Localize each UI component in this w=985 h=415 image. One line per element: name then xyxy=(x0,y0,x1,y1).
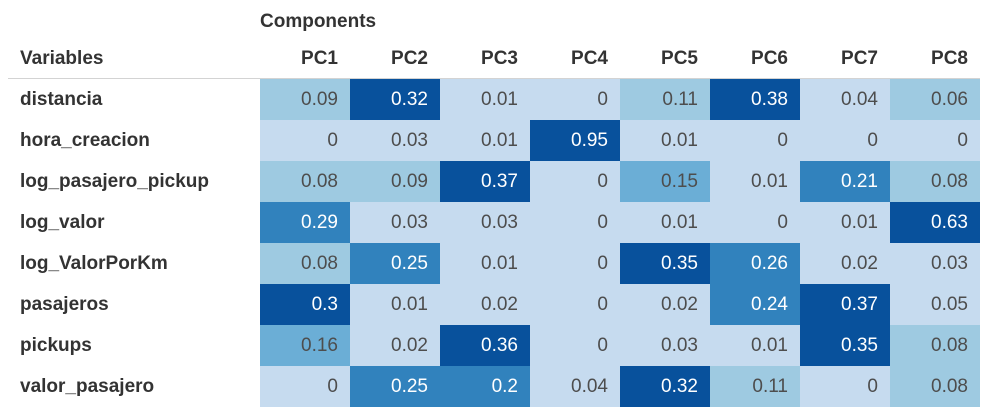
heatmap-cell: 0.08 xyxy=(260,243,350,284)
heatmap-cell: 0.04 xyxy=(800,78,890,120)
header-row: Variables PC1 PC2 PC3 PC4 PC5 PC6 PC7 PC8 xyxy=(8,40,980,79)
heatmap-cell: 0.01 xyxy=(440,243,530,284)
variable-label: log_ValorPorKm xyxy=(8,243,260,284)
row-header-label: Variables xyxy=(20,48,104,69)
heatmap-cell: 0.11 xyxy=(710,366,800,407)
heatmap-cell: 0 xyxy=(800,120,890,161)
heatmap-cell: 0 xyxy=(530,243,620,284)
heatmap-cell: 0.37 xyxy=(440,161,530,202)
table-row: log_valor 0.29 0.03 0.03 0 0.01 0 0.01 0.63 xyxy=(8,202,980,243)
table-body: distancia 0.09 0.32 0.01 0 0.11 0.38 0.04 0.06 ho… xyxy=(8,78,980,407)
column-header: PC2 xyxy=(391,48,428,69)
heatmap-cell: 0.3 xyxy=(260,284,350,325)
heatmap-cell: 0.01 xyxy=(440,78,530,120)
table-row: pasajeros 0.3 0.01 0.02 0 0.02 0.24 0.37 0.05 xyxy=(8,284,980,325)
heatmap-cell: 0.08 xyxy=(890,366,980,407)
heatmap-cell: 0.01 xyxy=(800,202,890,243)
heatmap-cell: 0.32 xyxy=(620,366,710,407)
heatmap-cell: 0.09 xyxy=(350,161,440,202)
table-row: distancia 0.09 0.32 0.01 0 0.11 0.38 0.04 0.06 xyxy=(8,78,980,120)
column-header: PC8 xyxy=(931,48,968,69)
heatmap-cell: 0.16 xyxy=(260,325,350,366)
heatmap-cell: 0.02 xyxy=(620,284,710,325)
heatmap-cell: 0 xyxy=(530,284,620,325)
heatmap-cell: 0.36 xyxy=(440,325,530,366)
heatmap-cell: 0.35 xyxy=(800,325,890,366)
variable-label: pickups xyxy=(8,325,260,366)
heatmap-cell: 0.05 xyxy=(890,284,980,325)
column-header: PC7 xyxy=(841,48,878,69)
heatmap-cell: 0.01 xyxy=(440,120,530,161)
heatmap-cell: 0.09 xyxy=(260,78,350,120)
heatmap-cell: 0.35 xyxy=(620,243,710,284)
heatmap-cell: 0 xyxy=(530,325,620,366)
heatmap-cell: 0.01 xyxy=(710,161,800,202)
heatmap-cell: 0.21 xyxy=(800,161,890,202)
column-header: PC5 xyxy=(661,48,698,69)
heatmap-cell: 0.03 xyxy=(350,202,440,243)
heatmap-cell: 0.01 xyxy=(350,284,440,325)
heatmap-cell: 0.03 xyxy=(890,243,980,284)
heatmap-cell: 0.15 xyxy=(620,161,710,202)
heatmap-cell: 0.08 xyxy=(260,161,350,202)
variable-label: hora_creacion xyxy=(8,120,260,161)
variable-label: log_pasajero_pickup xyxy=(8,161,260,202)
heatmap-table: Variables PC1 PC2 PC3 PC4 PC5 PC6 PC7 PC8 dista… xyxy=(8,40,980,407)
heatmap-cell: 0.11 xyxy=(620,78,710,120)
column-header: PC4 xyxy=(571,48,608,69)
variable-label: pasajeros xyxy=(8,284,260,325)
heatmap-cell: 0 xyxy=(800,366,890,407)
column-header: PC1 xyxy=(301,48,338,69)
heatmap-cell: 0.01 xyxy=(620,120,710,161)
heatmap-cell: 0.38 xyxy=(710,78,800,120)
heatmap-cell: 0.02 xyxy=(440,284,530,325)
heatmap-cell: 0 xyxy=(530,161,620,202)
variable-label: log_valor xyxy=(8,202,260,243)
column-header: PC3 xyxy=(481,48,518,69)
heatmap-cell: 0.25 xyxy=(350,366,440,407)
heatmap-cell: 0.63 xyxy=(890,202,980,243)
heatmap-cell: 0.03 xyxy=(620,325,710,366)
table-row: pickups 0.16 0.02 0.36 0 0.03 0.01 0.35 0.08 xyxy=(8,325,980,366)
heatmap-cell: 0.06 xyxy=(890,78,980,120)
heatmap-cell: 0 xyxy=(530,202,620,243)
column-spanner-label: Components xyxy=(260,11,377,32)
heatmap-cell: 0.95 xyxy=(530,120,620,161)
heatmap-cell: 0.37 xyxy=(800,284,890,325)
heatmap-cell: 0.25 xyxy=(350,243,440,284)
heatmap-cell: 0.01 xyxy=(710,325,800,366)
heatmap-cell: 0 xyxy=(890,120,980,161)
table-row: valor_pasajero 0 0.25 0.2 0.04 0.32 0.11 0 0.08 xyxy=(8,366,980,407)
variable-label: valor_pasajero xyxy=(8,366,260,407)
heatmap-cell: 0.32 xyxy=(350,78,440,120)
column-header: PC6 xyxy=(751,48,788,69)
heatmap-cell: 0.2 xyxy=(440,366,530,407)
heatmap-cell: 0.24 xyxy=(710,284,800,325)
heatmap-cell: 0 xyxy=(710,120,800,161)
variable-label: distancia xyxy=(8,78,260,120)
heatmap-cell: 0 xyxy=(530,78,620,120)
heatmap-cell: 0.26 xyxy=(710,243,800,284)
heatmap-cell: 0.04 xyxy=(530,366,620,407)
heatmap-cell: 0.02 xyxy=(800,243,890,284)
heatmap-cell: 0 xyxy=(260,120,350,161)
heatmap-cell: 0.03 xyxy=(350,120,440,161)
table-row: hora_creacion 0 0.03 0.01 0.95 0.01 0 0 0 xyxy=(8,120,980,161)
heatmap-cell: 0.29 xyxy=(260,202,350,243)
heatmap-cell: 0.08 xyxy=(890,161,980,202)
heatmap-cell: 0.02 xyxy=(350,325,440,366)
heatmap-cell: 0.01 xyxy=(620,202,710,243)
table-row: log_pasajero_pickup 0.08 0.09 0.37 0 0.15 0.01… xyxy=(8,161,980,202)
table-row: log_ValorPorKm 0.08 0.25 0.01 0 0.35 0.26 0.02 0… xyxy=(8,243,980,284)
heatmap-cell: 0 xyxy=(260,366,350,407)
heatmap-cell: 0.03 xyxy=(440,202,530,243)
heatmap-cell: 0.08 xyxy=(890,325,980,366)
heatmap-cell: 0 xyxy=(710,202,800,243)
